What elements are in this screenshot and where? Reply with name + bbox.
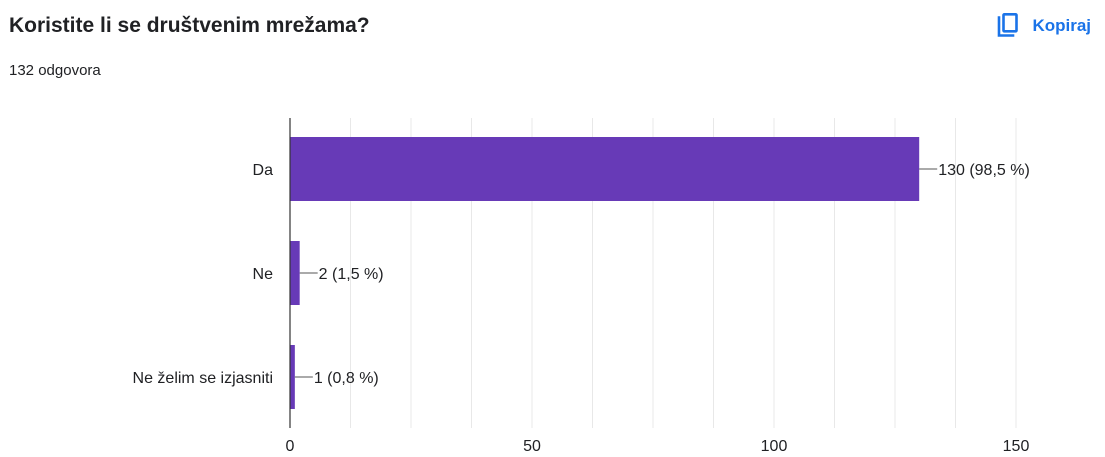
x-tick-label: 100	[761, 438, 788, 455]
x-tick-label: 0	[286, 438, 295, 455]
bar[interactable]	[290, 241, 300, 305]
category-label: Ne želim se izjasniti	[133, 370, 273, 387]
data-label-connectors	[294, 168, 938, 378]
category-labels: Da Ne Ne želim se izjasniti	[133, 162, 274, 387]
bars	[290, 137, 920, 409]
bar[interactable]	[290, 345, 295, 409]
copy-label: Kopiraj	[1032, 16, 1091, 35]
gridlines	[350, 118, 1017, 428]
x-tick-label: 50	[523, 438, 541, 455]
response-count: 132 odgovora	[9, 62, 101, 79]
question-title: Koristite li se društvenim mrežama?	[9, 14, 370, 37]
copy-icon	[998, 13, 1019, 37]
data-labels: 130 (98,5 %) 2 (1,5 %) 1 (0,8 %)	[314, 162, 1030, 387]
category-label: Da	[253, 162, 274, 179]
x-tick-labels: 0 50 100 150	[286, 438, 1030, 455]
copy-button[interactable]: Kopiraj	[992, 6, 1095, 46]
data-label: 1 (0,8 %)	[314, 370, 379, 387]
data-label: 130 (98,5 %)	[938, 162, 1030, 179]
category-label: Ne	[253, 266, 274, 283]
x-tick-label: 150	[1003, 438, 1030, 455]
bar[interactable]	[290, 137, 920, 201]
data-label: 2 (1,5 %)	[319, 266, 384, 283]
